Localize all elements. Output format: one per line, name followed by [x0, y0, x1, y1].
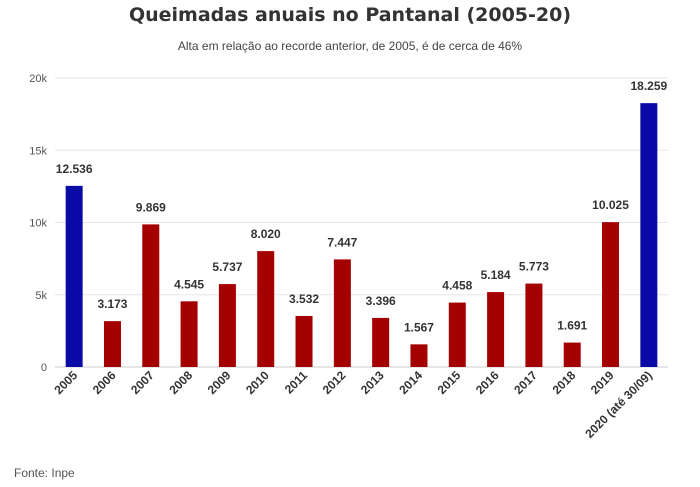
data-label: 3.532	[289, 292, 319, 306]
data-label: 1.567	[404, 320, 434, 334]
bar	[257, 251, 275, 367]
x-tick-label: 2018	[550, 368, 579, 397]
bar	[65, 185, 83, 367]
x-tick-label: 2013	[358, 368, 387, 397]
data-label: 7.447	[327, 235, 357, 249]
data-label: 4.545	[174, 277, 204, 291]
bar	[218, 284, 236, 367]
bar	[295, 315, 313, 367]
data-label: 12.536	[56, 162, 93, 176]
chart-subtitle: Alta em relação ao recorde anterior, de …	[177, 39, 523, 53]
y-tick-label: 5k	[35, 290, 47, 302]
data-label: 9.869	[136, 200, 166, 214]
x-tick-label: 2019	[588, 368, 617, 397]
x-tick-label: 2017	[511, 368, 540, 397]
bar	[448, 302, 466, 367]
bar	[372, 317, 390, 367]
data-label: 10.025	[592, 198, 629, 212]
x-tick-label: 2006	[90, 368, 119, 397]
bar	[333, 259, 351, 367]
x-tick-label: 2015	[435, 368, 464, 397]
x-tick-label: 2005	[51, 368, 80, 397]
chart-title: Queimadas anuais no Pantanal (2005-20)	[128, 4, 572, 26]
bar	[563, 342, 581, 367]
source-note: Fonte: Inpe	[14, 466, 75, 480]
bar	[410, 344, 428, 367]
bar	[180, 301, 198, 367]
data-label: 4.458	[442, 279, 472, 293]
y-tick-label: 15k	[29, 145, 47, 157]
data-label: 5.737	[212, 260, 242, 274]
data-label: 3.173	[97, 297, 127, 311]
data-label: 18.259	[630, 79, 667, 93]
bar	[103, 321, 121, 367]
data-label: 1.691	[557, 319, 587, 333]
bar	[525, 283, 543, 367]
x-tick-label: 2011	[282, 368, 311, 397]
data-label: 3.396	[366, 294, 396, 308]
x-tick-label: 2007	[128, 368, 157, 397]
bar	[487, 292, 505, 367]
data-label: 5.184	[481, 268, 511, 282]
y-tick-label: 10k	[29, 218, 47, 230]
x-tick-label: 2014	[396, 368, 425, 397]
x-tick-label: 2012	[320, 368, 349, 397]
x-tick-label: 2020 (até 30/09)	[582, 368, 655, 441]
data-label: 8.020	[251, 227, 281, 241]
y-tick-label: 20k	[29, 73, 47, 85]
x-tick-label: 2009	[205, 368, 234, 397]
x-tick-label: 2010	[243, 368, 272, 397]
bar	[640, 103, 658, 368]
bar	[602, 222, 620, 367]
data-label: 5.773	[519, 260, 549, 274]
x-tick-label: 2016	[473, 368, 502, 397]
x-tick-label: 2008	[166, 368, 195, 397]
bar	[142, 224, 160, 367]
y-tick-label: 0	[41, 362, 47, 374]
